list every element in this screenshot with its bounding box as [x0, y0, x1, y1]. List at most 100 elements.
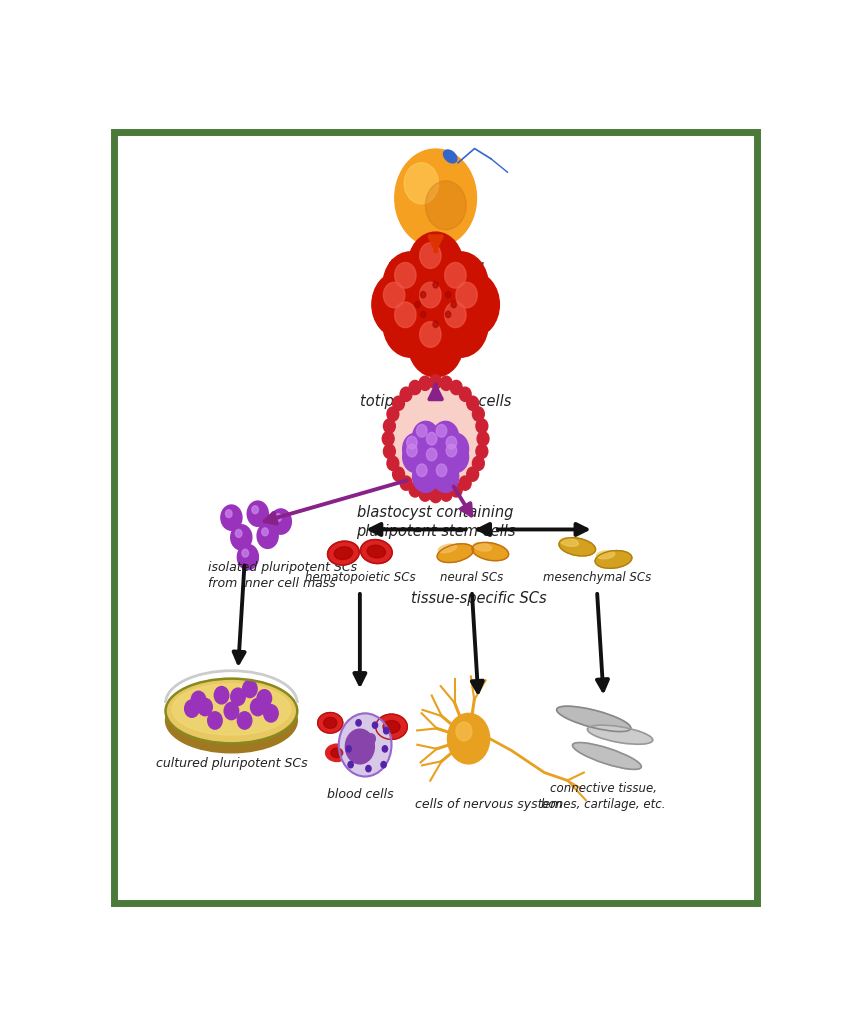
Circle shape	[235, 530, 242, 537]
Circle shape	[450, 380, 462, 395]
Ellipse shape	[557, 706, 631, 732]
Circle shape	[436, 424, 447, 437]
Circle shape	[184, 700, 199, 718]
Circle shape	[451, 301, 456, 308]
Text: hematopoietic SCs: hematopoietic SCs	[304, 571, 415, 583]
Circle shape	[408, 232, 463, 298]
Circle shape	[425, 180, 467, 230]
Circle shape	[473, 456, 484, 470]
Circle shape	[224, 702, 239, 720]
Text: isolated pluripotent SCs
from inner cell mass: isolated pluripotent SCs from inner cell…	[208, 561, 358, 590]
Circle shape	[257, 690, 272, 707]
Circle shape	[446, 437, 456, 449]
Circle shape	[270, 509, 292, 534]
Ellipse shape	[439, 544, 456, 552]
Circle shape	[445, 291, 451, 298]
Text: connective tissue,
bones, cartilage, etc.: connective tissue, bones, cartilage, etc…	[541, 782, 666, 811]
Circle shape	[459, 387, 471, 402]
Circle shape	[419, 487, 431, 501]
Circle shape	[420, 322, 441, 347]
Circle shape	[412, 461, 439, 492]
Ellipse shape	[318, 712, 343, 733]
Ellipse shape	[472, 542, 508, 561]
Circle shape	[442, 434, 468, 464]
Circle shape	[476, 444, 488, 458]
Circle shape	[387, 407, 399, 421]
Circle shape	[467, 397, 479, 410]
Circle shape	[430, 489, 441, 502]
Circle shape	[406, 437, 417, 449]
Circle shape	[433, 282, 439, 288]
Circle shape	[442, 441, 468, 473]
Ellipse shape	[376, 714, 407, 739]
Circle shape	[381, 762, 386, 768]
Ellipse shape	[587, 725, 653, 744]
Circle shape	[409, 483, 421, 497]
Circle shape	[382, 432, 394, 446]
Circle shape	[403, 441, 429, 473]
Circle shape	[406, 444, 417, 457]
Circle shape	[198, 698, 212, 715]
Circle shape	[372, 722, 377, 729]
Ellipse shape	[327, 541, 360, 565]
Text: blastocyst containing
pluripotent stem cells: blastocyst containing pluripotent stem c…	[356, 505, 515, 539]
Ellipse shape	[560, 538, 579, 546]
Circle shape	[445, 312, 451, 318]
Circle shape	[476, 419, 488, 434]
Circle shape	[214, 687, 229, 704]
Circle shape	[433, 321, 439, 327]
Circle shape	[408, 272, 463, 337]
Circle shape	[191, 691, 206, 708]
Circle shape	[388, 382, 483, 495]
Circle shape	[477, 432, 489, 446]
Circle shape	[416, 464, 427, 477]
Ellipse shape	[595, 550, 632, 568]
Circle shape	[420, 282, 441, 307]
Circle shape	[447, 713, 490, 764]
Circle shape	[419, 376, 431, 391]
Text: neural SCs: neural SCs	[440, 571, 503, 583]
Circle shape	[356, 720, 361, 726]
Circle shape	[345, 729, 374, 764]
Text: mesenchymal SCs: mesenchymal SCs	[543, 571, 651, 583]
Ellipse shape	[166, 679, 298, 743]
Circle shape	[433, 421, 459, 453]
Circle shape	[366, 766, 371, 772]
Text: fertilised egg: fertilised egg	[388, 258, 484, 274]
Text: cultured pluripotent SCs: cultured pluripotent SCs	[156, 756, 307, 770]
Circle shape	[393, 397, 405, 410]
Ellipse shape	[334, 546, 353, 560]
Circle shape	[339, 713, 392, 777]
Circle shape	[252, 505, 258, 514]
Circle shape	[230, 525, 252, 550]
Circle shape	[383, 291, 438, 358]
Circle shape	[237, 544, 258, 570]
Circle shape	[415, 301, 420, 308]
Ellipse shape	[166, 688, 298, 752]
Circle shape	[247, 501, 269, 526]
Ellipse shape	[324, 718, 337, 729]
Circle shape	[421, 312, 426, 318]
Ellipse shape	[559, 538, 596, 556]
Circle shape	[422, 445, 449, 477]
Circle shape	[264, 704, 278, 722]
Ellipse shape	[437, 544, 473, 563]
Circle shape	[445, 262, 466, 288]
Text: tissue-specific SCs: tissue-specific SCs	[411, 591, 547, 606]
Text: blood cells: blood cells	[326, 787, 394, 801]
Circle shape	[459, 476, 471, 490]
Circle shape	[445, 302, 466, 328]
Circle shape	[446, 444, 456, 457]
Circle shape	[230, 688, 246, 705]
Ellipse shape	[326, 744, 348, 762]
Circle shape	[430, 375, 441, 388]
Circle shape	[400, 476, 412, 490]
Circle shape	[434, 252, 488, 318]
Circle shape	[467, 467, 479, 481]
Circle shape	[387, 456, 399, 470]
Circle shape	[440, 487, 452, 501]
Circle shape	[383, 282, 405, 307]
Circle shape	[383, 252, 438, 318]
Ellipse shape	[172, 684, 291, 735]
Circle shape	[445, 272, 499, 337]
